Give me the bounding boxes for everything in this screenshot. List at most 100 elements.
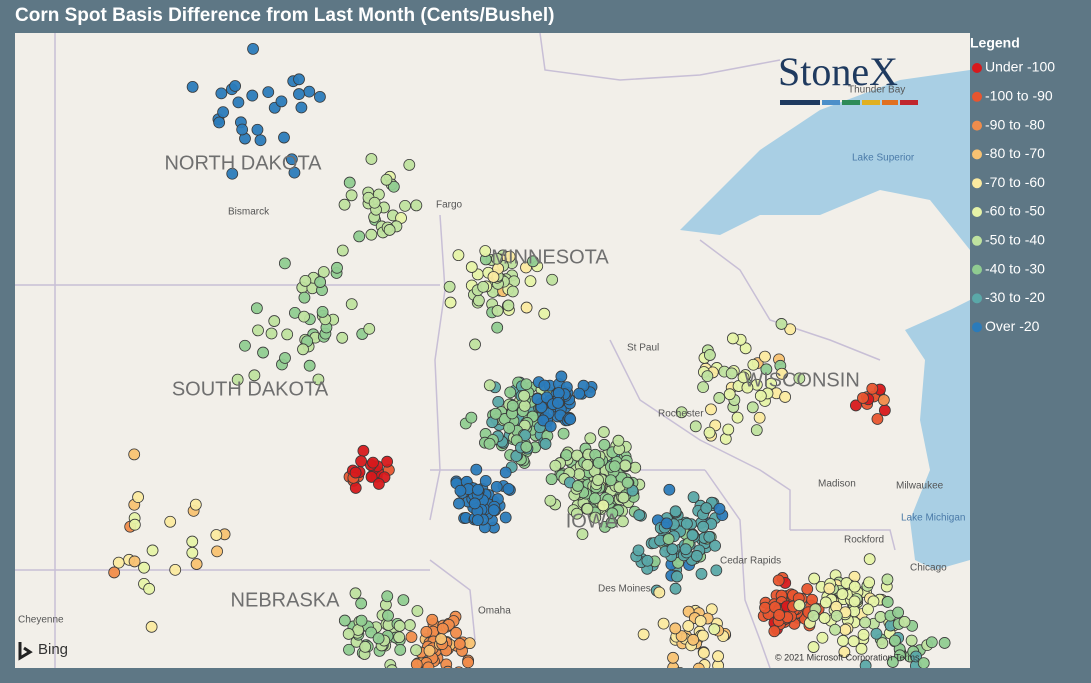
location-dot xyxy=(701,370,714,383)
location-dot xyxy=(819,596,832,609)
location-dot xyxy=(440,658,453,668)
legend-label: -100 to -90 xyxy=(985,88,1053,104)
location-dot xyxy=(487,271,500,283)
location-dot xyxy=(731,411,744,424)
location-dot xyxy=(367,456,379,469)
location-dot xyxy=(612,434,625,447)
location-dot xyxy=(252,324,264,337)
location-dot xyxy=(546,273,559,286)
logo-bar xyxy=(842,100,860,105)
location-dot xyxy=(250,302,263,315)
location-dot xyxy=(372,632,385,645)
location-dot xyxy=(381,455,394,468)
location-dot xyxy=(816,631,829,644)
location-dot xyxy=(278,257,291,270)
location-dot xyxy=(598,438,611,451)
location-dot xyxy=(504,386,517,399)
location-dot xyxy=(710,564,723,577)
location-dot xyxy=(239,339,251,352)
location-dot xyxy=(487,504,500,517)
location-dot xyxy=(712,650,724,663)
location-dot xyxy=(479,245,492,257)
location-dot xyxy=(581,459,594,471)
location-dot xyxy=(917,657,930,668)
location-dot xyxy=(680,517,693,530)
location-dot xyxy=(128,555,141,568)
location-dot xyxy=(692,662,705,668)
location-dot xyxy=(697,629,709,642)
place-label: Rockford xyxy=(844,535,884,546)
location-dot xyxy=(215,87,228,100)
location-dot xyxy=(436,622,449,635)
location-dot xyxy=(877,394,890,406)
location-dot xyxy=(394,643,407,656)
location-dot xyxy=(889,634,901,647)
location-dot xyxy=(303,359,316,372)
location-dot xyxy=(268,315,281,327)
location-dot xyxy=(662,533,675,545)
location-dot xyxy=(359,640,372,653)
location-dot xyxy=(905,634,918,647)
location-dot xyxy=(545,473,558,486)
location-dot xyxy=(552,396,564,409)
location-dot xyxy=(807,641,820,653)
location-dot xyxy=(483,379,496,392)
water-label: Lake Superior xyxy=(852,153,915,164)
location-dot xyxy=(886,656,899,668)
location-dot xyxy=(265,327,278,340)
location-dot xyxy=(288,166,301,179)
location-dot xyxy=(633,509,646,521)
location-dot xyxy=(297,343,309,356)
location-dot xyxy=(857,628,870,641)
legend-title: Legend xyxy=(970,35,1020,51)
location-dot xyxy=(403,158,416,171)
legend-swatch xyxy=(972,207,982,217)
location-dot xyxy=(520,441,533,453)
state-label: NEBRASKA xyxy=(231,589,341,611)
location-dot xyxy=(246,89,259,102)
location-dot xyxy=(169,563,182,576)
state-labels: NORTH DAKOTA MINNESOTA SOUTH DAKOTA WISC… xyxy=(164,152,859,611)
location-dot xyxy=(723,388,736,401)
location-dot xyxy=(145,620,158,633)
location-dot xyxy=(186,546,199,559)
location-dot xyxy=(312,373,325,386)
location-dot xyxy=(316,306,329,318)
location-dot xyxy=(285,153,298,166)
location-dot xyxy=(132,491,144,503)
location-dot xyxy=(784,323,797,336)
place-label: Bismarck xyxy=(228,207,270,218)
location-dot xyxy=(469,338,481,351)
location-dot xyxy=(859,659,872,668)
location-dot xyxy=(236,123,249,136)
location-dot xyxy=(342,628,355,640)
location-dot xyxy=(557,427,570,440)
location-dot xyxy=(229,80,242,92)
location-dot xyxy=(186,80,199,93)
location-dot xyxy=(571,507,583,520)
legend-label: -80 to -70 xyxy=(985,145,1045,161)
location-dot xyxy=(365,153,378,165)
location-dot xyxy=(257,346,269,359)
location-dot xyxy=(881,573,894,586)
location-dot xyxy=(382,609,394,622)
location-dot xyxy=(186,535,199,548)
state-label: MINNESOTA xyxy=(491,246,609,268)
logo-bar xyxy=(882,100,898,105)
location-dot xyxy=(226,167,239,180)
location-dot xyxy=(552,387,565,399)
location-dot xyxy=(450,626,462,639)
location-dot xyxy=(538,379,551,392)
location-dot xyxy=(479,474,492,487)
location-dot xyxy=(345,298,358,311)
legend-label: -90 to -80 xyxy=(985,116,1045,132)
location-dot xyxy=(489,407,502,420)
location-dot xyxy=(686,529,699,542)
location-dot xyxy=(818,612,831,624)
location-dot xyxy=(703,349,716,361)
location-dot xyxy=(572,480,584,492)
location-dot xyxy=(444,296,457,309)
location-dot xyxy=(808,572,821,585)
legend-label: Over -20 xyxy=(985,318,1040,334)
location-dot xyxy=(380,173,393,186)
